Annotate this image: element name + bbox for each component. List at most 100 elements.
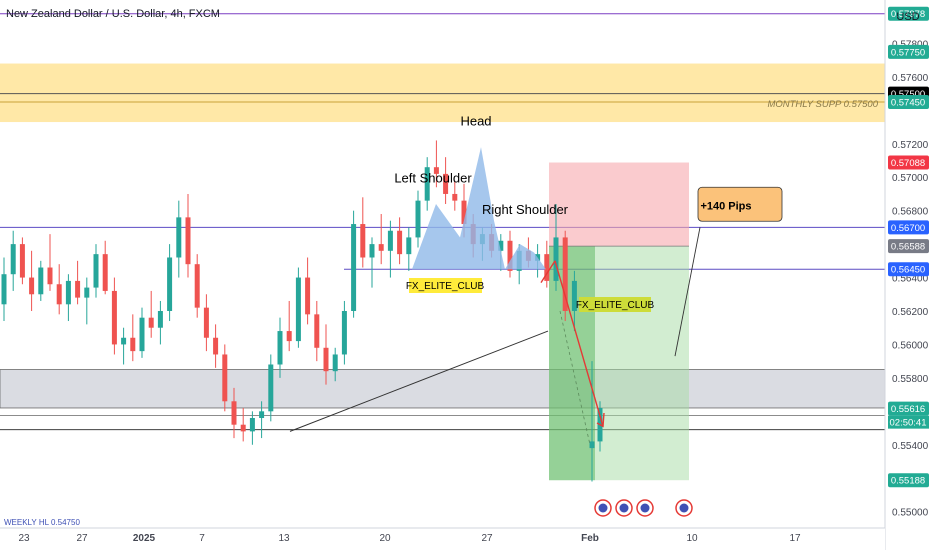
candle-body bbox=[332, 354, 338, 372]
right-shoulder-label: Right Shoulder bbox=[482, 202, 569, 217]
price-tick-label: 0.55400 bbox=[892, 441, 929, 452]
news-event-icon bbox=[675, 499, 693, 517]
candle-body bbox=[185, 217, 191, 265]
time-tick-label: 23 bbox=[18, 533, 30, 544]
time-tick-label: 13 bbox=[278, 533, 290, 544]
currency-label[interactable]: USD bbox=[896, 11, 920, 23]
monthly-supp-label: MONTHLY SUPP 0.57500 bbox=[767, 99, 878, 110]
price-tick-label: 0.56400 bbox=[892, 274, 929, 285]
candle-body bbox=[314, 314, 320, 348]
candle-body bbox=[397, 230, 403, 255]
candle-body bbox=[84, 287, 90, 298]
pips-label: +140 Pips bbox=[700, 200, 751, 212]
watermark-box bbox=[409, 278, 482, 293]
symbol-title[interactable]: New Zealand Dollar / U.S. Dollar, 4h, FX… bbox=[6, 8, 220, 20]
price-tag bbox=[888, 262, 929, 277]
head-label: Head bbox=[460, 113, 491, 128]
time-tick-label: 27 bbox=[76, 533, 88, 544]
time-tick-label: 27 bbox=[481, 533, 493, 544]
candle-body bbox=[65, 280, 71, 305]
candle-body bbox=[406, 237, 412, 255]
time-tick-label: 17 bbox=[789, 533, 801, 544]
news-event-icon bbox=[636, 499, 654, 517]
candles-layer bbox=[1, 140, 603, 482]
candle-body bbox=[249, 418, 255, 432]
candle-body bbox=[387, 230, 393, 251]
projection-up bbox=[540, 260, 556, 283]
candle-body bbox=[157, 310, 163, 328]
candle-body bbox=[1, 274, 7, 305]
demand-zone bbox=[0, 369, 886, 409]
price-axis[interactable]: 0.578000.576000.572000.570000.568000.564… bbox=[884, 0, 932, 550]
candle-body bbox=[452, 193, 458, 201]
candle-body bbox=[341, 310, 347, 355]
time-axis[interactable]: 23 27 2025 7 13 20 27 Feb 10 17 bbox=[0, 527, 885, 550]
candle-body bbox=[167, 257, 173, 311]
drawings-layer bbox=[289, 147, 701, 445]
time-tick-label: Feb bbox=[581, 533, 599, 544]
candle-body bbox=[38, 267, 44, 295]
candle-body bbox=[443, 173, 449, 194]
candle-body bbox=[75, 280, 81, 298]
candle-body bbox=[378, 244, 384, 251]
countdown-tag bbox=[888, 415, 929, 429]
projection-down bbox=[554, 260, 604, 427]
price-tag-label: 0.57750 bbox=[891, 47, 925, 58]
news-event-icon bbox=[594, 499, 612, 517]
candle-body bbox=[56, 284, 62, 305]
price-tick-label: 0.57600 bbox=[892, 73, 929, 84]
candle-body bbox=[415, 200, 421, 238]
price-tick-label: 0.55800 bbox=[892, 374, 929, 385]
price-tag-label: 0.57450 bbox=[891, 97, 925, 108]
candle-body bbox=[259, 411, 265, 419]
candle-body bbox=[498, 240, 504, 251]
price-tag bbox=[888, 44, 929, 59]
candle-body bbox=[240, 424, 246, 432]
candle-body bbox=[562, 237, 568, 311]
pips-callout bbox=[697, 186, 783, 222]
candle-body bbox=[323, 347, 329, 372]
callout-pointer bbox=[674, 227, 701, 357]
candle-body bbox=[433, 167, 439, 174]
news-event-icon bbox=[615, 499, 633, 517]
bottom-left-label: WEEKLY HL 0.54750 bbox=[4, 518, 80, 527]
candle-body bbox=[130, 337, 136, 352]
price-tick-label: 0.56200 bbox=[892, 307, 929, 318]
candle-body bbox=[19, 244, 25, 278]
price-tag bbox=[888, 6, 929, 21]
candle-body bbox=[231, 401, 237, 425]
candle-body bbox=[544, 254, 550, 281]
time-tick-label: 10 bbox=[686, 533, 698, 544]
price-tag bbox=[888, 401, 929, 416]
price-tag-label: 0.57500 bbox=[891, 89, 925, 100]
candle-body bbox=[461, 200, 467, 225]
candle-body bbox=[176, 217, 182, 258]
news-event-center bbox=[598, 503, 608, 513]
candle-body bbox=[203, 307, 209, 338]
time-tick-label: 2025 bbox=[133, 533, 156, 544]
price-tick-label: 0.55000 bbox=[892, 508, 929, 519]
candle-body bbox=[148, 317, 154, 328]
price-tag-label: 0.56700 bbox=[891, 223, 925, 234]
price-tag-label: 0.55616 bbox=[891, 404, 925, 415]
price-tag bbox=[888, 473, 929, 488]
countdown-label: 02:50:41 bbox=[890, 418, 927, 429]
candle-body bbox=[111, 290, 117, 345]
candle-body bbox=[29, 277, 35, 295]
news-event-center bbox=[619, 503, 629, 513]
candle-body bbox=[213, 337, 219, 355]
price-tag-label: 0.56588 bbox=[891, 242, 925, 253]
candle-body bbox=[589, 441, 595, 449]
candle-body bbox=[277, 331, 283, 365]
candle-body bbox=[553, 237, 559, 281]
left-shoulder-label: Left Shoulder bbox=[394, 170, 472, 185]
candle-body bbox=[93, 254, 99, 288]
price-tick-label: 0.56000 bbox=[892, 340, 929, 351]
price-tag-label: 0.57088 bbox=[891, 158, 925, 169]
stop-loss-zone bbox=[549, 162, 689, 247]
candle-body bbox=[286, 331, 292, 342]
labels-layer: Head Left Shoulder Right Shoulder MONTHLY S… bbox=[4, 99, 879, 527]
candle-body bbox=[369, 244, 375, 258]
